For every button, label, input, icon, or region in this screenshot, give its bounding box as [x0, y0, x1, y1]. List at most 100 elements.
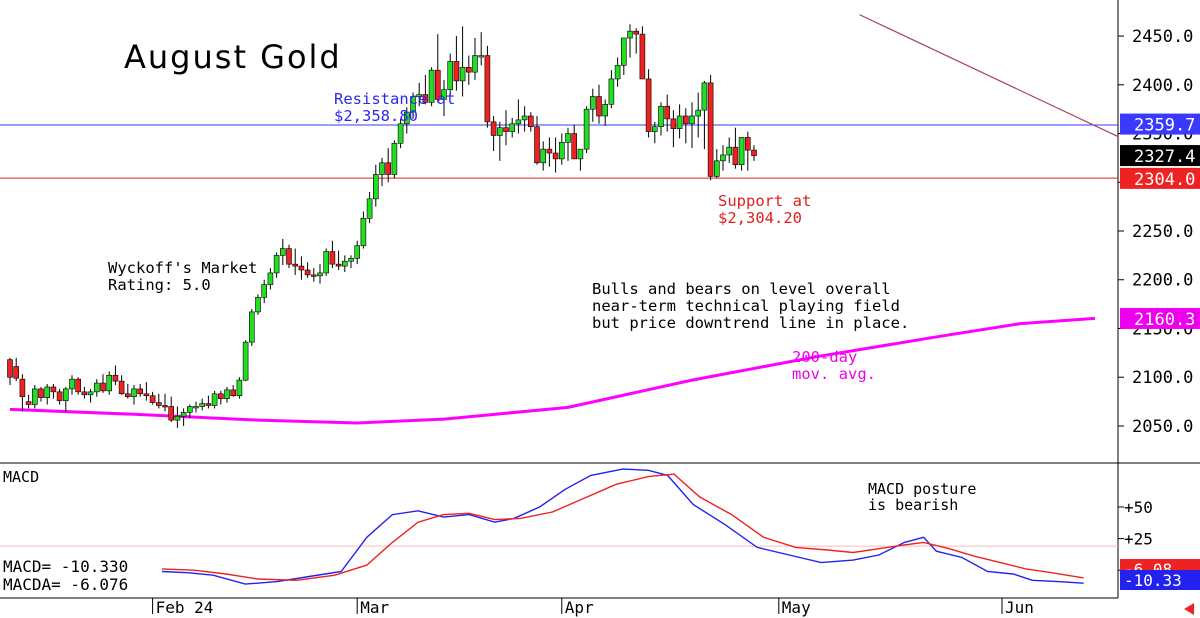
- candle-up: [131, 388, 137, 398]
- candle-up: [354, 245, 361, 259]
- candle-down: [310, 274, 317, 277]
- candle-up: [713, 160, 720, 177]
- candle: [732, 127, 739, 169]
- candle-up: [589, 96, 596, 110]
- candle: [143, 382, 150, 401]
- candle-down: [125, 393, 131, 398]
- candle-up: [695, 109, 702, 117]
- candle: [193, 401, 199, 413]
- candle: [503, 110, 509, 146]
- candle: [156, 393, 162, 409]
- candle: [695, 92, 702, 138]
- candle-down: [137, 388, 143, 395]
- candle: [205, 395, 212, 409]
- candle-down: [56, 391, 63, 401]
- candle-up: [366, 198, 373, 219]
- candle-up: [348, 258, 354, 262]
- candle: [509, 117, 516, 138]
- moving-average-annotation: 200-day mov. avg.: [792, 348, 876, 383]
- candle: [106, 371, 112, 395]
- candle: [428, 67, 435, 107]
- candle-up: [521, 115, 528, 121]
- candle-down: [298, 265, 305, 271]
- candle-up: [397, 123, 404, 144]
- candle-up: [360, 218, 367, 246]
- candle: [118, 375, 125, 395]
- candle-down: [100, 382, 106, 392]
- candle-down: [7, 359, 13, 378]
- price-badge-bg: [1120, 307, 1200, 329]
- candle-down: [552, 152, 559, 160]
- candle: [25, 394, 32, 409]
- candle: [515, 99, 522, 134]
- candle-up: [224, 389, 230, 399]
- candle-down: [112, 374, 119, 382]
- candle: [304, 262, 311, 278]
- candle: [645, 69, 652, 138]
- y-tick-label: 2200.0: [1132, 271, 1193, 291]
- candle: [230, 385, 236, 397]
- candle-up: [676, 115, 683, 129]
- candle: [608, 70, 615, 109]
- candle-up: [94, 382, 100, 393]
- candle: [391, 140, 398, 179]
- x-tick-label: Mar: [360, 598, 389, 617]
- candle: [174, 406, 181, 428]
- candle: [323, 248, 330, 276]
- candle: [577, 148, 584, 171]
- candle: [187, 404, 193, 419]
- candle-down: [490, 121, 497, 136]
- candle-up: [515, 119, 522, 125]
- candle: [658, 102, 664, 136]
- candle-up: [106, 374, 112, 392]
- y-tick-label: 2050.0: [1132, 417, 1193, 437]
- candle-up: [391, 142, 398, 175]
- candle: [372, 164, 379, 207]
- candle-down: [385, 162, 392, 175]
- candle: [62, 386, 69, 412]
- candle-up: [509, 123, 516, 132]
- candle: [689, 102, 695, 149]
- candle: [453, 36, 460, 91]
- price-badge: 2304.0: [1120, 167, 1200, 190]
- candle: [56, 388, 63, 405]
- candle: [527, 112, 534, 132]
- candle: [286, 244, 292, 269]
- candle-down: [596, 96, 602, 117]
- candle-down: [149, 395, 156, 403]
- candle: [447, 53, 454, 97]
- readout-background: [0, 557, 160, 597]
- price-badge-text: 2327.4: [1134, 147, 1195, 167]
- candle: [199, 398, 205, 411]
- candle: [552, 137, 559, 173]
- candle: [273, 252, 280, 278]
- candle: [465, 55, 472, 85]
- candle: [521, 106, 528, 132]
- candle: [751, 145, 757, 161]
- candle-up: [441, 89, 447, 100]
- candle: [255, 294, 261, 315]
- candle-up: [447, 61, 454, 90]
- candle: [279, 238, 286, 266]
- candle-down: [75, 378, 81, 393]
- candle: [682, 108, 689, 144]
- candle: [38, 386, 44, 402]
- candle-down: [162, 405, 168, 408]
- candle-down: [707, 82, 714, 177]
- candle: [546, 137, 553, 167]
- candle: [236, 377, 243, 399]
- candle: [459, 26, 466, 97]
- candle-up: [341, 260, 348, 267]
- candle: [242, 340, 249, 382]
- candle-up: [701, 82, 708, 111]
- price-badge-text: 2359.7: [1134, 116, 1195, 136]
- candle: [565, 127, 571, 161]
- candle-down: [218, 393, 224, 399]
- candle: [726, 137, 733, 163]
- candle: [589, 88, 596, 122]
- candle: [571, 124, 578, 160]
- candle: [354, 240, 361, 265]
- candle: [75, 377, 81, 395]
